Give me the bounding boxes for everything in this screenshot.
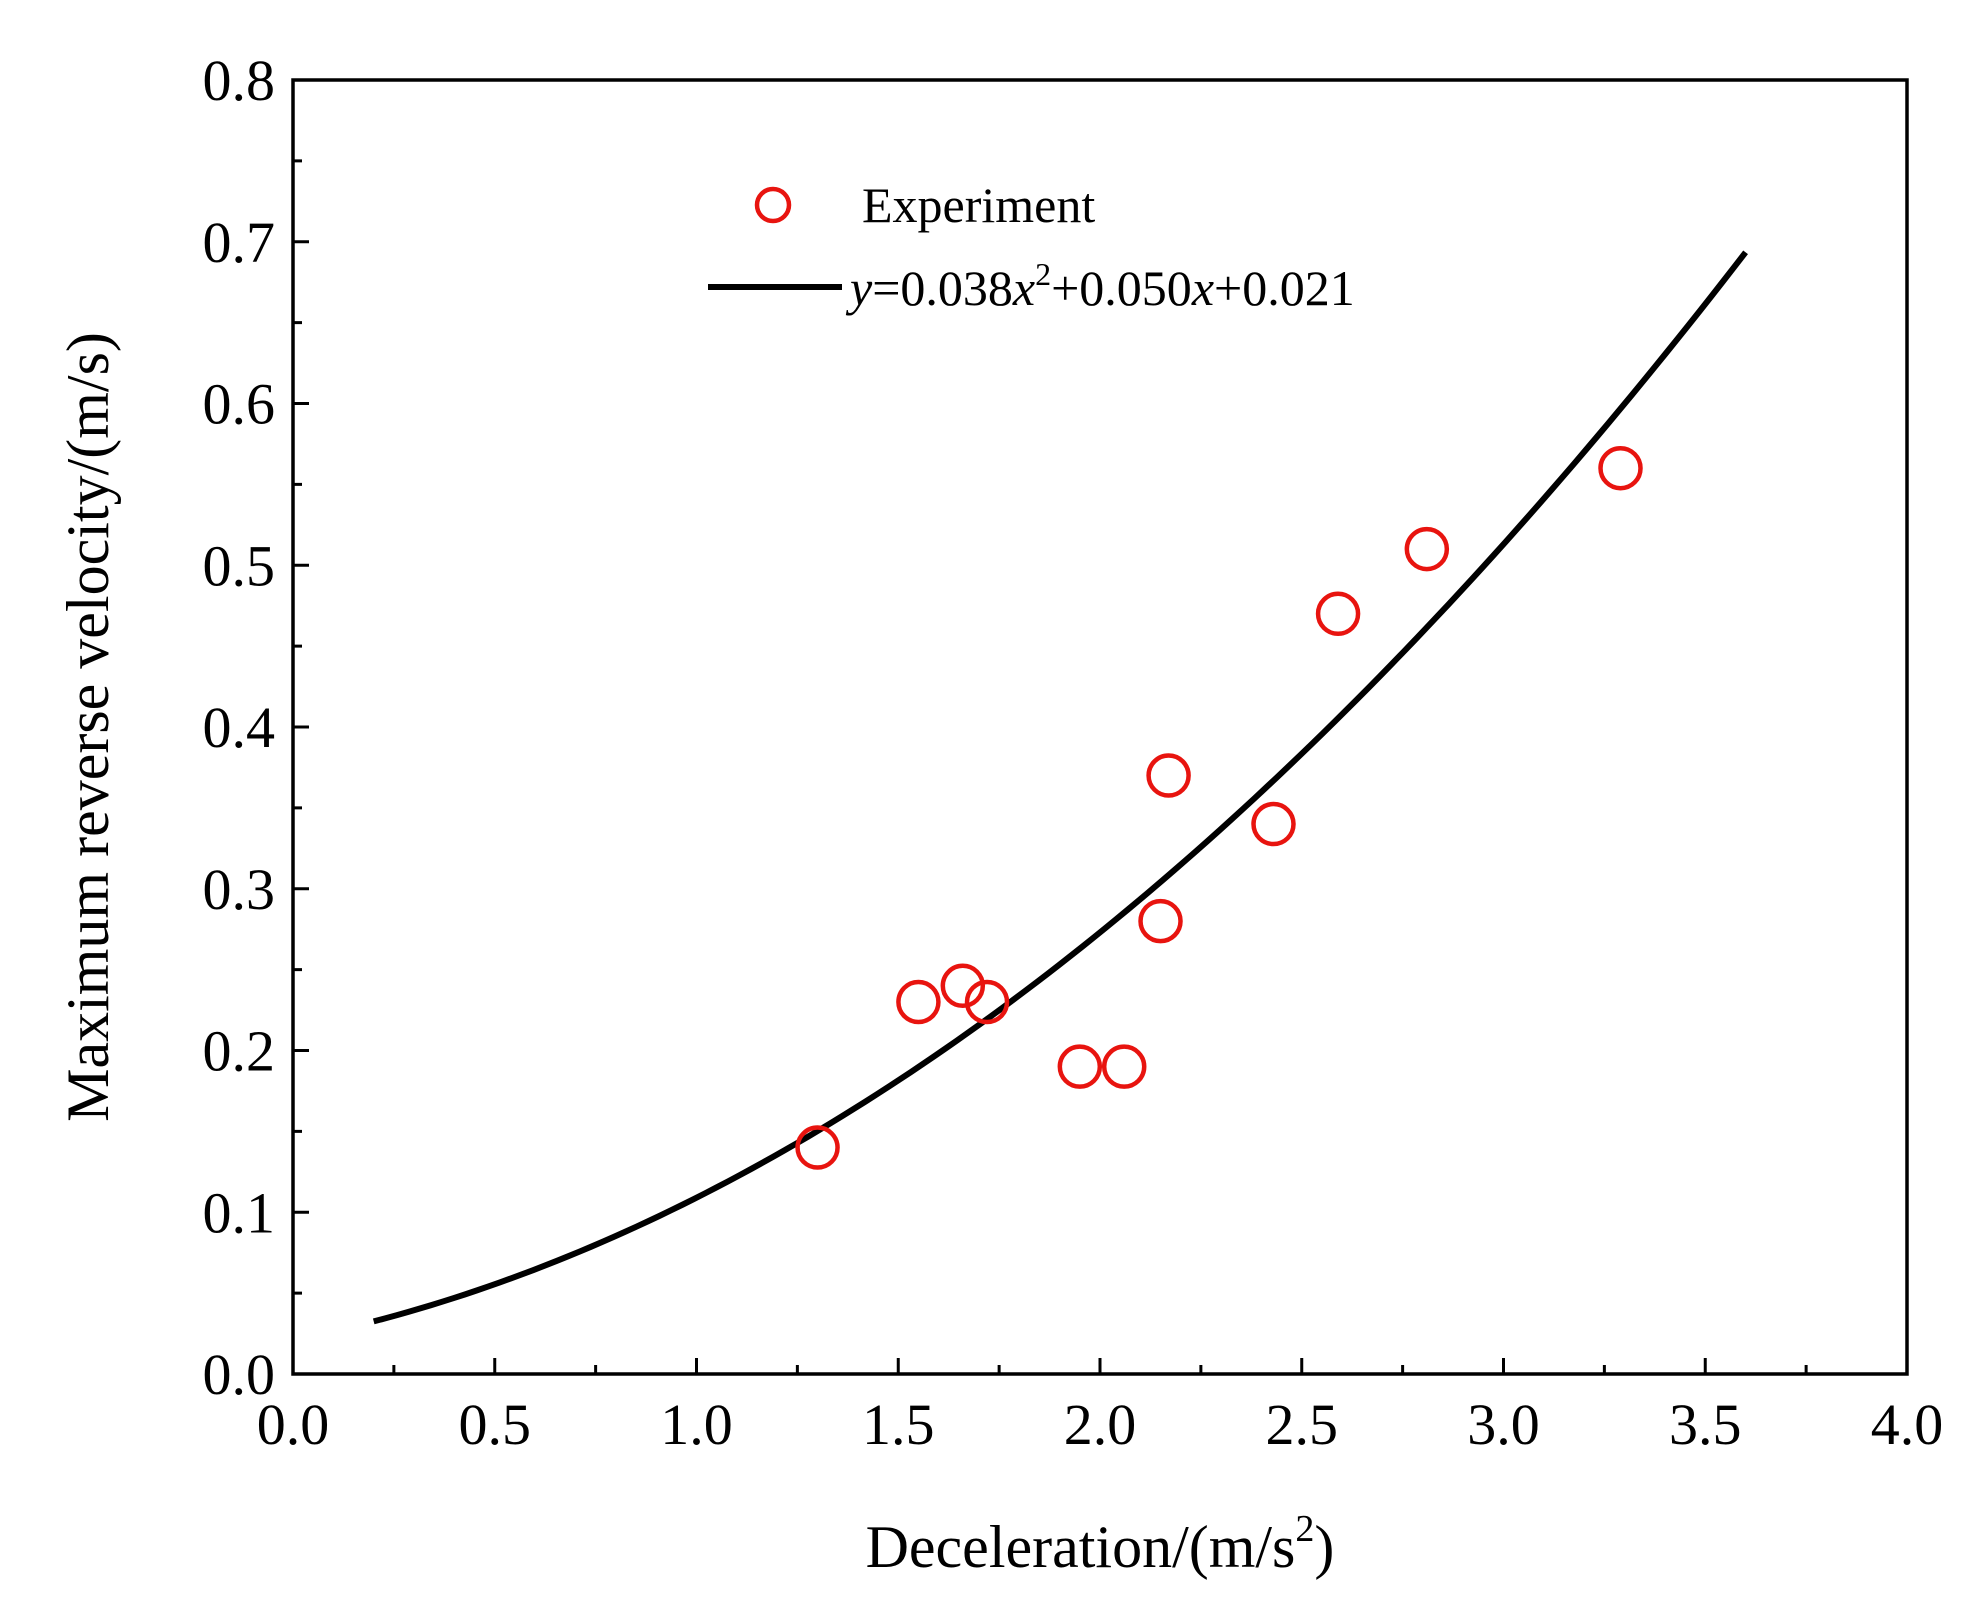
- legend-fit-y: y: [845, 260, 873, 316]
- experiment-point: [1146, 753, 1191, 798]
- y-tick-label: 0.6: [203, 372, 276, 437]
- legend-fit-x1: x: [1012, 260, 1035, 316]
- y-axis-title: Maximum reverse velocity/(m/s): [55, 332, 121, 1122]
- experiment-point: [795, 1125, 840, 1170]
- experiment-point: [1057, 1044, 1103, 1089]
- experiment-point: [1404, 526, 1450, 572]
- x-tick-label: 2.0: [1064, 1392, 1137, 1457]
- x-tick-label: 4.0: [1871, 1392, 1944, 1457]
- x-tick-label: 1.5: [862, 1392, 935, 1457]
- legend-fit-mid: +0.050: [1051, 260, 1192, 316]
- y-tick-label: 0.8: [203, 48, 276, 113]
- x-axis-title-main: Deceleration/(m/s: [866, 1514, 1296, 1580]
- y-tick-label: 0.7: [203, 210, 276, 275]
- x-axis-title: Deceleration/(m/s2): [866, 1508, 1335, 1580]
- x-tick-label: 0.5: [459, 1392, 532, 1457]
- legend-fit-eq: =0.038: [872, 260, 1013, 316]
- y-tick-label: 0.2: [203, 1019, 276, 1084]
- y-tick-label: 0.1: [203, 1180, 276, 1245]
- experiment-point: [1138, 898, 1183, 944]
- y-tick-label: 0.4: [203, 695, 276, 760]
- x-tick-label: 2.5: [1266, 1392, 1339, 1457]
- experiment-point: [1101, 1044, 1147, 1089]
- legend: Experiment y=0.038x2+0.050x+0.021: [708, 177, 1355, 316]
- legend-fit-end: +0.021: [1214, 260, 1355, 316]
- experiment-point: [896, 979, 941, 1025]
- legend-fit-x2: x: [1191, 260, 1214, 316]
- y-tick-label: 0.5: [203, 533, 276, 598]
- experiment-point: [1251, 801, 1296, 847]
- experiment-point: [940, 963, 986, 1009]
- experiment-point: [964, 979, 1010, 1025]
- legend-fit-label: y=0.038x2+0.050x+0.021: [845, 256, 1355, 316]
- legend-fit-sup: 2: [1035, 256, 1051, 292]
- x-axis-ticks: 0.0 0.5 1.0 1.5 2.0 2.5 3.0 3.5 4.0: [257, 1358, 1944, 1457]
- experiment-point: [1598, 445, 1643, 491]
- x-tick-label: 0.0: [257, 1392, 330, 1457]
- y-tick-label: 0.0: [203, 1342, 276, 1407]
- legend-experiment-label: Experiment: [862, 177, 1095, 233]
- x-tick-label: 1.0: [660, 1392, 733, 1457]
- y-axis-ticks: 0.0 0.1 0.2 0.3 0.4 0.5 0.6 0.7 0.8: [203, 48, 309, 1407]
- experiment-markers: [795, 445, 1643, 1170]
- x-axis-title-sup: 2: [1295, 1508, 1314, 1550]
- x-tick-label: 3.0: [1467, 1392, 1540, 1457]
- experiment-point: [1315, 591, 1361, 637]
- fit-curve-line: [372, 250, 1748, 1325]
- x-axis-title-end: ): [1314, 1514, 1334, 1580]
- x-tick-label: 3.5: [1669, 1392, 1742, 1457]
- y-tick-label: 0.3: [203, 857, 276, 922]
- legend-experiment-marker: [754, 186, 792, 224]
